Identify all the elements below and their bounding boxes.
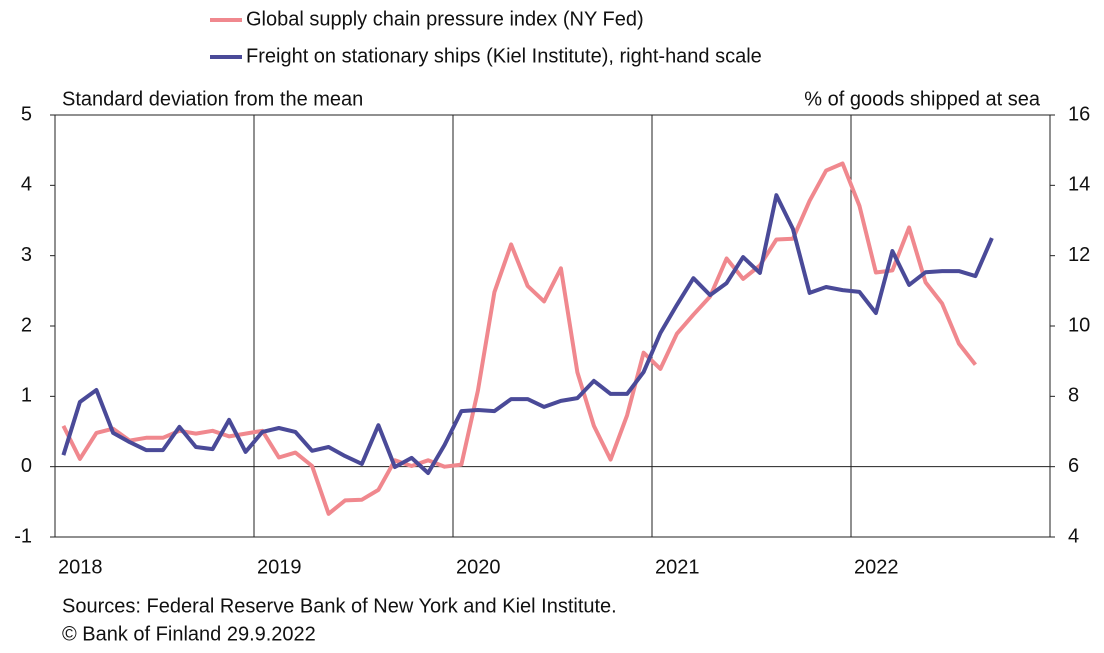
y-tick-label: 2 bbox=[21, 314, 32, 336]
plot-frame bbox=[54, 114, 1051, 538]
y-tick-label: 0 bbox=[21, 455, 32, 477]
y-tick-label: 5 bbox=[21, 103, 32, 125]
y-tick-label: 1 bbox=[21, 385, 32, 407]
y2-axis-label: % of goods shipped at sea bbox=[804, 88, 1041, 110]
legend-label: Freight on stationary ships (Kiel Instit… bbox=[246, 45, 762, 67]
y2-tick-label: 14 bbox=[1068, 174, 1090, 196]
source: Sources: Federal Reserve Bank of New Yor… bbox=[62, 595, 617, 617]
y-tick-label: -1 bbox=[14, 525, 32, 547]
y2-tick-label: 4 bbox=[1068, 525, 1079, 547]
y2-tick-label: 8 bbox=[1068, 385, 1079, 407]
y2-tick-label: 16 bbox=[1068, 103, 1090, 125]
copyright: © Bank of Finland 29.9.2022 bbox=[62, 623, 316, 645]
x-tick-label: 2019 bbox=[257, 556, 302, 578]
y-axis-label: Standard deviation from the mean bbox=[62, 88, 363, 110]
y-tick-label: 4 bbox=[21, 174, 32, 196]
y2-tick-label: 12 bbox=[1068, 244, 1090, 266]
series-line bbox=[61, 161, 977, 516]
y2-tick-label: 10 bbox=[1068, 314, 1090, 336]
x-tick-label: 2021 bbox=[655, 556, 700, 578]
y2-tick-label: 6 bbox=[1068, 455, 1079, 477]
x-tick-label: 2018 bbox=[58, 556, 103, 578]
series-line bbox=[61, 193, 994, 475]
y-tick-label: 3 bbox=[21, 244, 32, 266]
x-tick-label: 2020 bbox=[456, 556, 501, 578]
x-tick-label: 2022 bbox=[854, 556, 899, 578]
legend-label: Global supply chain pressure index (NY F… bbox=[246, 8, 644, 30]
